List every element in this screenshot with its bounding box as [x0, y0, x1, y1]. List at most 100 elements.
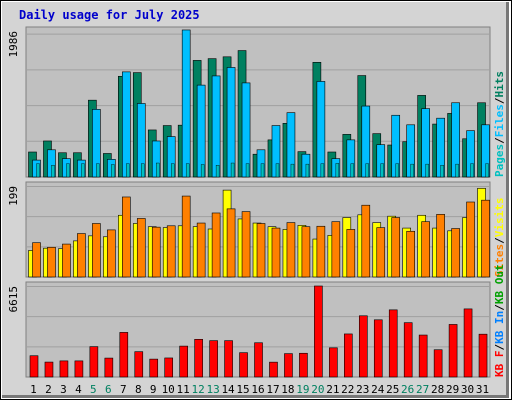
- bar-kb-out: [194, 339, 203, 378]
- bar-sites: [47, 246, 56, 278]
- bar-pages: [185, 163, 190, 178]
- bar-pages: [365, 163, 369, 178]
- bar-kb-out: [59, 360, 69, 378]
- bar-sites: [406, 230, 415, 278]
- bar-kb-out: [388, 309, 398, 378]
- bar-kb-out: [284, 353, 293, 378]
- legend-entry: /: [493, 137, 506, 144]
- bar-kb-out: [164, 357, 174, 378]
- bar-pages: [290, 163, 295, 178]
- legend-entry: Pages: [493, 144, 506, 177]
- bar-kb-out: [209, 340, 218, 378]
- x-tick-label: 23: [356, 383, 369, 396]
- legend-entry: Sites: [493, 244, 506, 277]
- bar-kb-out: [179, 345, 188, 378]
- legend-entry: KB Out: [493, 264, 506, 304]
- x-tick-label: 24: [371, 383, 385, 396]
- bar-sites: [62, 243, 71, 278]
- legend-entry: KB F: [493, 351, 506, 378]
- bar-kb-out: [403, 322, 413, 378]
- bar-sites: [436, 214, 445, 278]
- x-tick-label: 1: [30, 383, 37, 396]
- bar-pages: [305, 163, 310, 178]
- bar-kb-out: [329, 347, 338, 378]
- bar-sites: [107, 229, 116, 278]
- legend-entry: /: [493, 344, 506, 351]
- bar-pages: [275, 163, 280, 178]
- bar-kb-out: [89, 346, 99, 378]
- bar-kb-out: [74, 360, 84, 378]
- bar-sites: [166, 225, 176, 278]
- x-tick-label: 18: [281, 383, 294, 396]
- x-tick-label: 30: [461, 383, 474, 396]
- bar-kb-out: [358, 315, 368, 378]
- bar-sites: [77, 233, 86, 278]
- x-tick-label: 15: [236, 383, 249, 396]
- x-tick-label: 10: [162, 383, 175, 396]
- bar-kb-out: [433, 349, 443, 378]
- bar-pages: [485, 163, 489, 178]
- legend-entry: /: [493, 237, 506, 244]
- bar-kb-out: [29, 355, 39, 378]
- bar-kb-out: [299, 352, 308, 378]
- legend-entry: Hits: [493, 71, 506, 98]
- legend-entry: KB In: [493, 311, 506, 344]
- x-tick-label: 27: [416, 383, 429, 396]
- bar-files: [196, 84, 206, 178]
- bar-kb-out: [149, 358, 159, 378]
- bar-kb-out: [418, 334, 428, 378]
- bar-kb-out: [463, 308, 473, 378]
- bar-pages: [260, 163, 265, 178]
- bar-pages: [66, 163, 70, 178]
- bar-pages: [245, 163, 250, 178]
- x-tick-label: 26: [401, 383, 414, 396]
- bar-kb-out: [269, 361, 278, 378]
- x-tick-label: 11: [177, 383, 190, 396]
- bar-pages: [36, 163, 40, 178]
- x-tick-label: 25: [386, 383, 399, 396]
- bar-sites: [181, 195, 191, 278]
- x-tick-label: 13: [206, 383, 219, 396]
- bar-pages: [51, 165, 55, 178]
- bar-sites: [346, 229, 356, 278]
- x-tick-label: 4: [75, 383, 82, 396]
- bar-kb-out: [44, 361, 54, 378]
- bar-sites: [421, 221, 430, 278]
- x-tick-label: 3: [60, 383, 67, 396]
- x-tick-label: 20: [311, 383, 324, 396]
- panel-volume-ymax-label: 6615: [7, 286, 20, 313]
- bar-sites: [211, 212, 221, 278]
- bar-kb-out: [119, 332, 129, 378]
- bar-kb-out: [373, 319, 383, 378]
- panel-volume-legend: KB F/KB In/KB Out: [493, 264, 506, 377]
- bar-pages: [126, 163, 130, 178]
- bar-kb-out: [448, 324, 458, 378]
- bar-pages: [440, 165, 444, 178]
- bar-files: [181, 29, 191, 178]
- panel-visits-ymax-label: 199: [7, 186, 20, 206]
- x-tick-label: 19: [296, 383, 309, 396]
- bar-sites: [466, 201, 475, 278]
- x-tick-label: 12: [192, 383, 205, 396]
- bar-sites: [256, 223, 266, 278]
- legend-entry: /: [493, 304, 506, 311]
- bar-pages: [200, 164, 205, 178]
- bar-kb-out: [224, 340, 233, 378]
- bar-sites: [271, 227, 281, 278]
- bar-sites: [226, 208, 236, 278]
- bar-sites: [376, 227, 386, 278]
- bar-sites: [32, 242, 41, 278]
- bar-pages: [380, 163, 384, 178]
- bar-sites: [196, 222, 206, 278]
- chart-title: Daily usage for July 2025: [19, 8, 200, 22]
- legend-entry: Files: [493, 104, 506, 137]
- bar-files: [211, 75, 221, 178]
- bar-sites: [136, 218, 146, 278]
- bar-pages: [350, 163, 355, 178]
- bar-pages: [230, 162, 235, 178]
- x-tick-label: 21: [326, 383, 339, 396]
- x-tick-label: 2: [45, 383, 52, 396]
- panel-requests-legend: Pages/Files/Hits: [493, 71, 506, 177]
- bar-sites: [286, 222, 296, 278]
- bar-sites: [241, 211, 251, 278]
